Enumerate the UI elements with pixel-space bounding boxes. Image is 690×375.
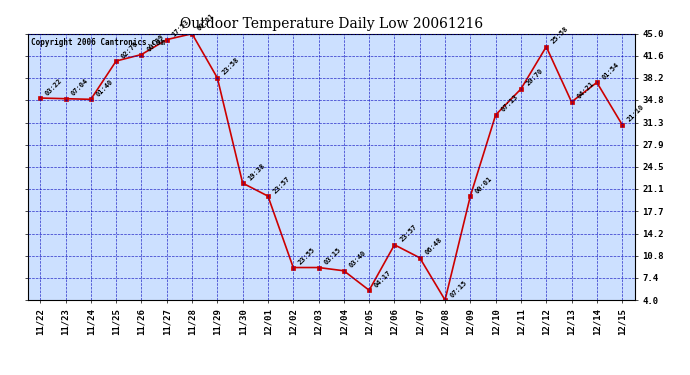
Text: 01:40: 01:40 <box>95 78 115 98</box>
Text: 23:57: 23:57 <box>399 224 418 243</box>
Text: 03:22: 03:22 <box>44 77 63 96</box>
Text: 20:70: 20:70 <box>525 68 544 87</box>
Text: 03:15: 03:15 <box>323 246 342 266</box>
Text: 00:01: 00:01 <box>196 13 215 32</box>
Text: 02:76: 02:76 <box>120 40 139 59</box>
Text: 19:38: 19:38 <box>247 162 266 182</box>
Text: 04:17: 04:17 <box>373 269 393 288</box>
Text: 04:21: 04:21 <box>575 81 595 100</box>
Text: 00:01: 00:01 <box>475 175 494 194</box>
Text: 07:15: 07:15 <box>449 279 469 298</box>
Text: 23:57: 23:57 <box>272 175 291 194</box>
Text: 17:53: 17:53 <box>171 18 190 38</box>
Text: 21:10: 21:10 <box>627 104 646 123</box>
Text: 03:40: 03:40 <box>348 250 367 269</box>
Text: 00:09: 00:09 <box>146 33 165 53</box>
Text: 07:13: 07:13 <box>500 94 519 113</box>
Title: Outdoor Temperature Daily Low 20061216: Outdoor Temperature Daily Low 20061216 <box>179 17 483 31</box>
Text: 23:55: 23:55 <box>297 246 317 266</box>
Text: 06:48: 06:48 <box>424 237 443 256</box>
Text: 07:04: 07:04 <box>70 78 89 97</box>
Text: 23:58: 23:58 <box>221 57 241 76</box>
Text: Copyright 2006 Cantronics.com: Copyright 2006 Cantronics.com <box>30 38 165 47</box>
Text: 01:54: 01:54 <box>601 62 620 81</box>
Text: 25:58: 25:58 <box>551 26 570 45</box>
